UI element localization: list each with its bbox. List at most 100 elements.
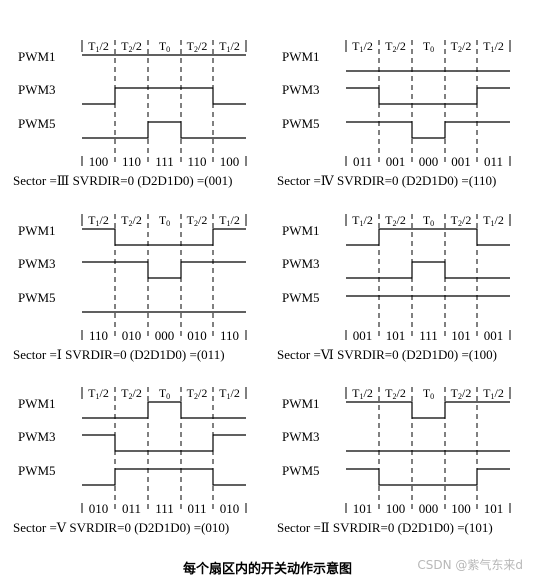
waveform-pwm5 xyxy=(82,468,246,486)
state-code: 000 xyxy=(155,328,175,343)
time-header: T1/2 xyxy=(88,213,109,228)
state-code: 011 xyxy=(353,154,372,169)
time-header: T2/2 xyxy=(187,386,208,401)
time-header: T2/2 xyxy=(451,39,472,54)
state-code: 111 xyxy=(155,501,174,516)
state-code: 111 xyxy=(155,154,174,169)
time-header: T0 xyxy=(159,386,170,401)
panel-sector-v: T1/2 T2/2 T0 T2/2 T1/2 PWM1 PWM3 PWM5 010 011 111 0… xyxy=(13,386,247,535)
time-header: T1/2 xyxy=(483,39,504,54)
waveform-pwm1 xyxy=(346,228,510,246)
time-header: T0 xyxy=(423,213,434,228)
time-header: T1/2 xyxy=(219,39,240,54)
signal-label: PWM5 xyxy=(18,463,56,478)
state-code: 010 xyxy=(89,501,109,516)
waveform-pwm3 xyxy=(82,261,246,279)
state-code: 001 xyxy=(451,154,471,169)
time-header: T2/2 xyxy=(385,386,406,401)
state-code: 100 xyxy=(220,154,240,169)
time-header: T0 xyxy=(159,39,170,54)
state-code: 100 xyxy=(386,501,406,516)
sector-label: Sector =Ⅰ SVRDIR=0 (D2D1D0) =(011) xyxy=(13,347,225,362)
time-header: T2/2 xyxy=(121,213,142,228)
state-code: 000 xyxy=(419,154,439,169)
watermark: CSDN @紫气东来d xyxy=(417,558,523,572)
figure-caption: 每个扇区内的开关动作示意图 xyxy=(182,562,352,577)
waveform-pwm3 xyxy=(346,87,510,105)
state-code: 001 xyxy=(353,328,373,343)
time-header: T1/2 xyxy=(88,39,109,54)
sector-label: Sector =Ⅳ SVRDIR=0 (D2D1D0) =(110) xyxy=(277,173,496,188)
signal-label: PWM1 xyxy=(18,49,56,64)
sector-label: Sector =Ⅴ SVRDIR=0 (D2D1D0) =(010) xyxy=(13,520,229,535)
time-header: T2/2 xyxy=(385,39,406,54)
time-header: T2/2 xyxy=(451,386,472,401)
signal-label: PWM1 xyxy=(18,223,56,238)
state-code: 000 xyxy=(419,501,439,516)
signal-label: PWM1 xyxy=(18,396,56,411)
signal-label: PWM3 xyxy=(18,82,56,97)
state-code: 110 xyxy=(122,154,141,169)
signal-label: PWM3 xyxy=(282,256,320,271)
signal-label: PWM3 xyxy=(282,429,320,444)
waveform-pwm5 xyxy=(346,468,510,486)
signal-label: PWM5 xyxy=(282,290,320,305)
waveform-pwm3 xyxy=(82,87,246,105)
signal-label: PWM3 xyxy=(18,256,56,271)
state-code: 101 xyxy=(451,328,471,343)
state-code: 100 xyxy=(451,501,471,516)
sector-label: Sector =Ⅱ SVRDIR=0 (D2D1D0) =(101) xyxy=(277,520,493,535)
state-code: 011 xyxy=(122,501,141,516)
state-code: 001 xyxy=(484,328,504,343)
time-header: T2/2 xyxy=(121,39,142,54)
panel-sector-iv: T1/2 T2/2 T0 T2/2 T1/2 PWM1 PWM3 PWM5 011 001 000 0… xyxy=(277,39,511,188)
time-header: T2/2 xyxy=(451,213,472,228)
state-code: 011 xyxy=(484,154,503,169)
waveform-pwm1 xyxy=(346,401,510,419)
time-header: T1/2 xyxy=(219,213,240,228)
waveform-pwm3 xyxy=(346,261,510,279)
state-code: 010 xyxy=(187,328,207,343)
state-code: 101 xyxy=(386,328,406,343)
state-code: 001 xyxy=(386,154,406,169)
signal-label: PWM1 xyxy=(282,396,320,411)
waveform-pwm5 xyxy=(346,121,510,139)
signal-label: PWM1 xyxy=(282,49,320,64)
time-header: T2/2 xyxy=(121,386,142,401)
state-code: 011 xyxy=(187,501,206,516)
time-header: T0 xyxy=(423,39,434,54)
state-code: 110 xyxy=(89,328,108,343)
sector-label: Sector =Ⅲ SVRDIR=0 (D2D1D0) =(001) xyxy=(13,173,232,188)
time-header: T2/2 xyxy=(187,213,208,228)
waveform-pwm5 xyxy=(82,121,246,139)
state-code: 010 xyxy=(220,501,240,516)
waveform-pwm1 xyxy=(82,228,246,246)
time-header: T1/2 xyxy=(483,213,504,228)
waveform-pwm1 xyxy=(82,401,246,419)
panel-sector-ii: T1/2 T2/2 T0 T2/2 T1/2 PWM1 PWM3 PWM5 101 100 000 1… xyxy=(277,386,511,535)
state-code: 101 xyxy=(353,501,373,516)
panel-sector-i: T1/2 T2/2 T0 T2/2 T1/2 PWM1 PWM3 PWM5 110 010 000 0… xyxy=(13,213,247,362)
signal-label: PWM3 xyxy=(282,82,320,97)
state-code: 111 xyxy=(419,328,438,343)
sector-label: Sector =Ⅵ SVRDIR=0 (D2D1D0) =(100) xyxy=(277,347,497,362)
signal-label: PWM5 xyxy=(282,463,320,478)
time-header: T2/2 xyxy=(385,213,406,228)
time-header: T0 xyxy=(159,213,170,228)
signal-label: PWM5 xyxy=(18,116,56,131)
time-header: T0 xyxy=(423,386,434,401)
time-header: T1/2 xyxy=(483,386,504,401)
signal-label: PWM5 xyxy=(18,290,56,305)
state-code: 110 xyxy=(220,328,239,343)
time-header: T2/2 xyxy=(187,39,208,54)
state-code: 100 xyxy=(89,154,109,169)
time-header: T1/2 xyxy=(219,386,240,401)
time-header: T1/2 xyxy=(88,386,109,401)
state-code: 101 xyxy=(484,501,504,516)
state-code: 110 xyxy=(187,154,206,169)
time-header: T1/2 xyxy=(352,213,373,228)
time-header: T1/2 xyxy=(352,386,373,401)
panel-sector-vi: T1/2 T2/2 T0 T2/2 T1/2 PWM1 PWM3 PWM5 001 101 111 1… xyxy=(277,213,511,362)
